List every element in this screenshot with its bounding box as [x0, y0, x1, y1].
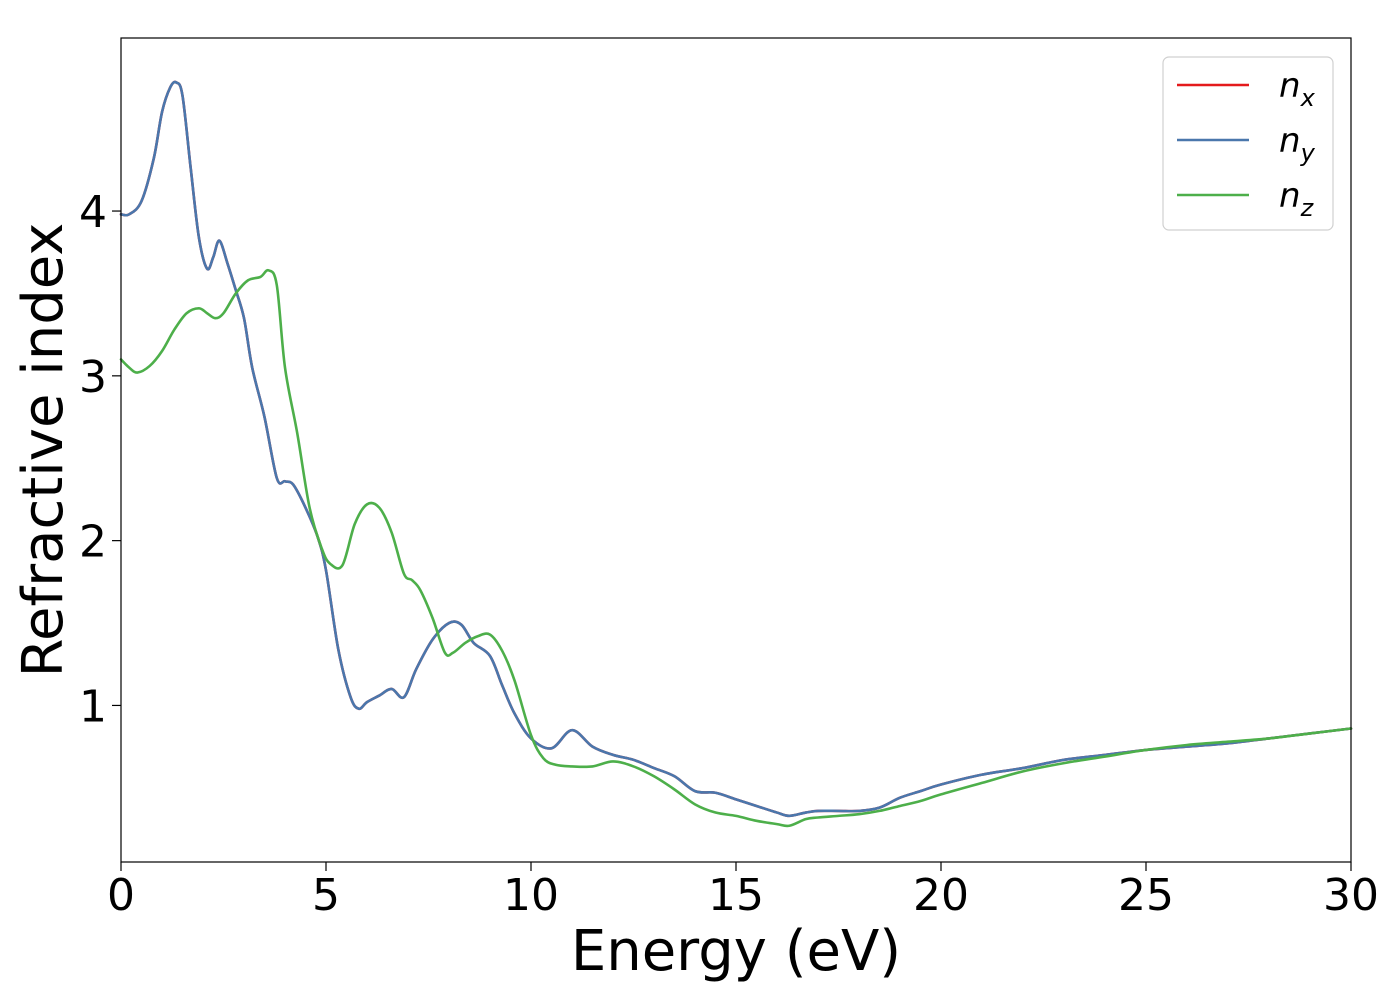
legend-label-nx: nx	[1279, 66, 1316, 112]
y-axis-ticks: 1 2 3 4	[79, 187, 121, 732]
legend-label-ny: ny	[1279, 121, 1316, 167]
series-line-nz	[119, 268, 1353, 828]
legend: nx ny nz	[1162, 56, 1334, 231]
y-tick-label: 4	[79, 187, 107, 238]
y-tick-label: 3	[79, 352, 107, 403]
legend-label-nz: nz	[1279, 176, 1315, 222]
x-tick-label: 20	[913, 870, 969, 921]
legend-box	[1162, 56, 1334, 231]
x-tick-label: 0	[107, 870, 135, 921]
y-tick-label: 2	[79, 517, 107, 568]
x-tick-label: 30	[1323, 870, 1379, 921]
y-axis-title: Refractive index	[11, 223, 76, 678]
x-tick-label: 10	[503, 870, 559, 921]
y-tick-label: 1	[79, 681, 107, 732]
x-tick-label: 25	[1118, 870, 1174, 921]
x-axis-ticks: 0 5 10 15 20 25 30	[107, 862, 1379, 921]
series-line-ny	[119, 80, 1353, 818]
x-tick-label: 5	[312, 870, 340, 921]
plot-area	[119, 80, 1353, 828]
plot-frame	[120, 37, 1352, 863]
x-tick-label: 15	[708, 870, 764, 921]
x-axis-title: Energy (eV)	[571, 919, 901, 984]
